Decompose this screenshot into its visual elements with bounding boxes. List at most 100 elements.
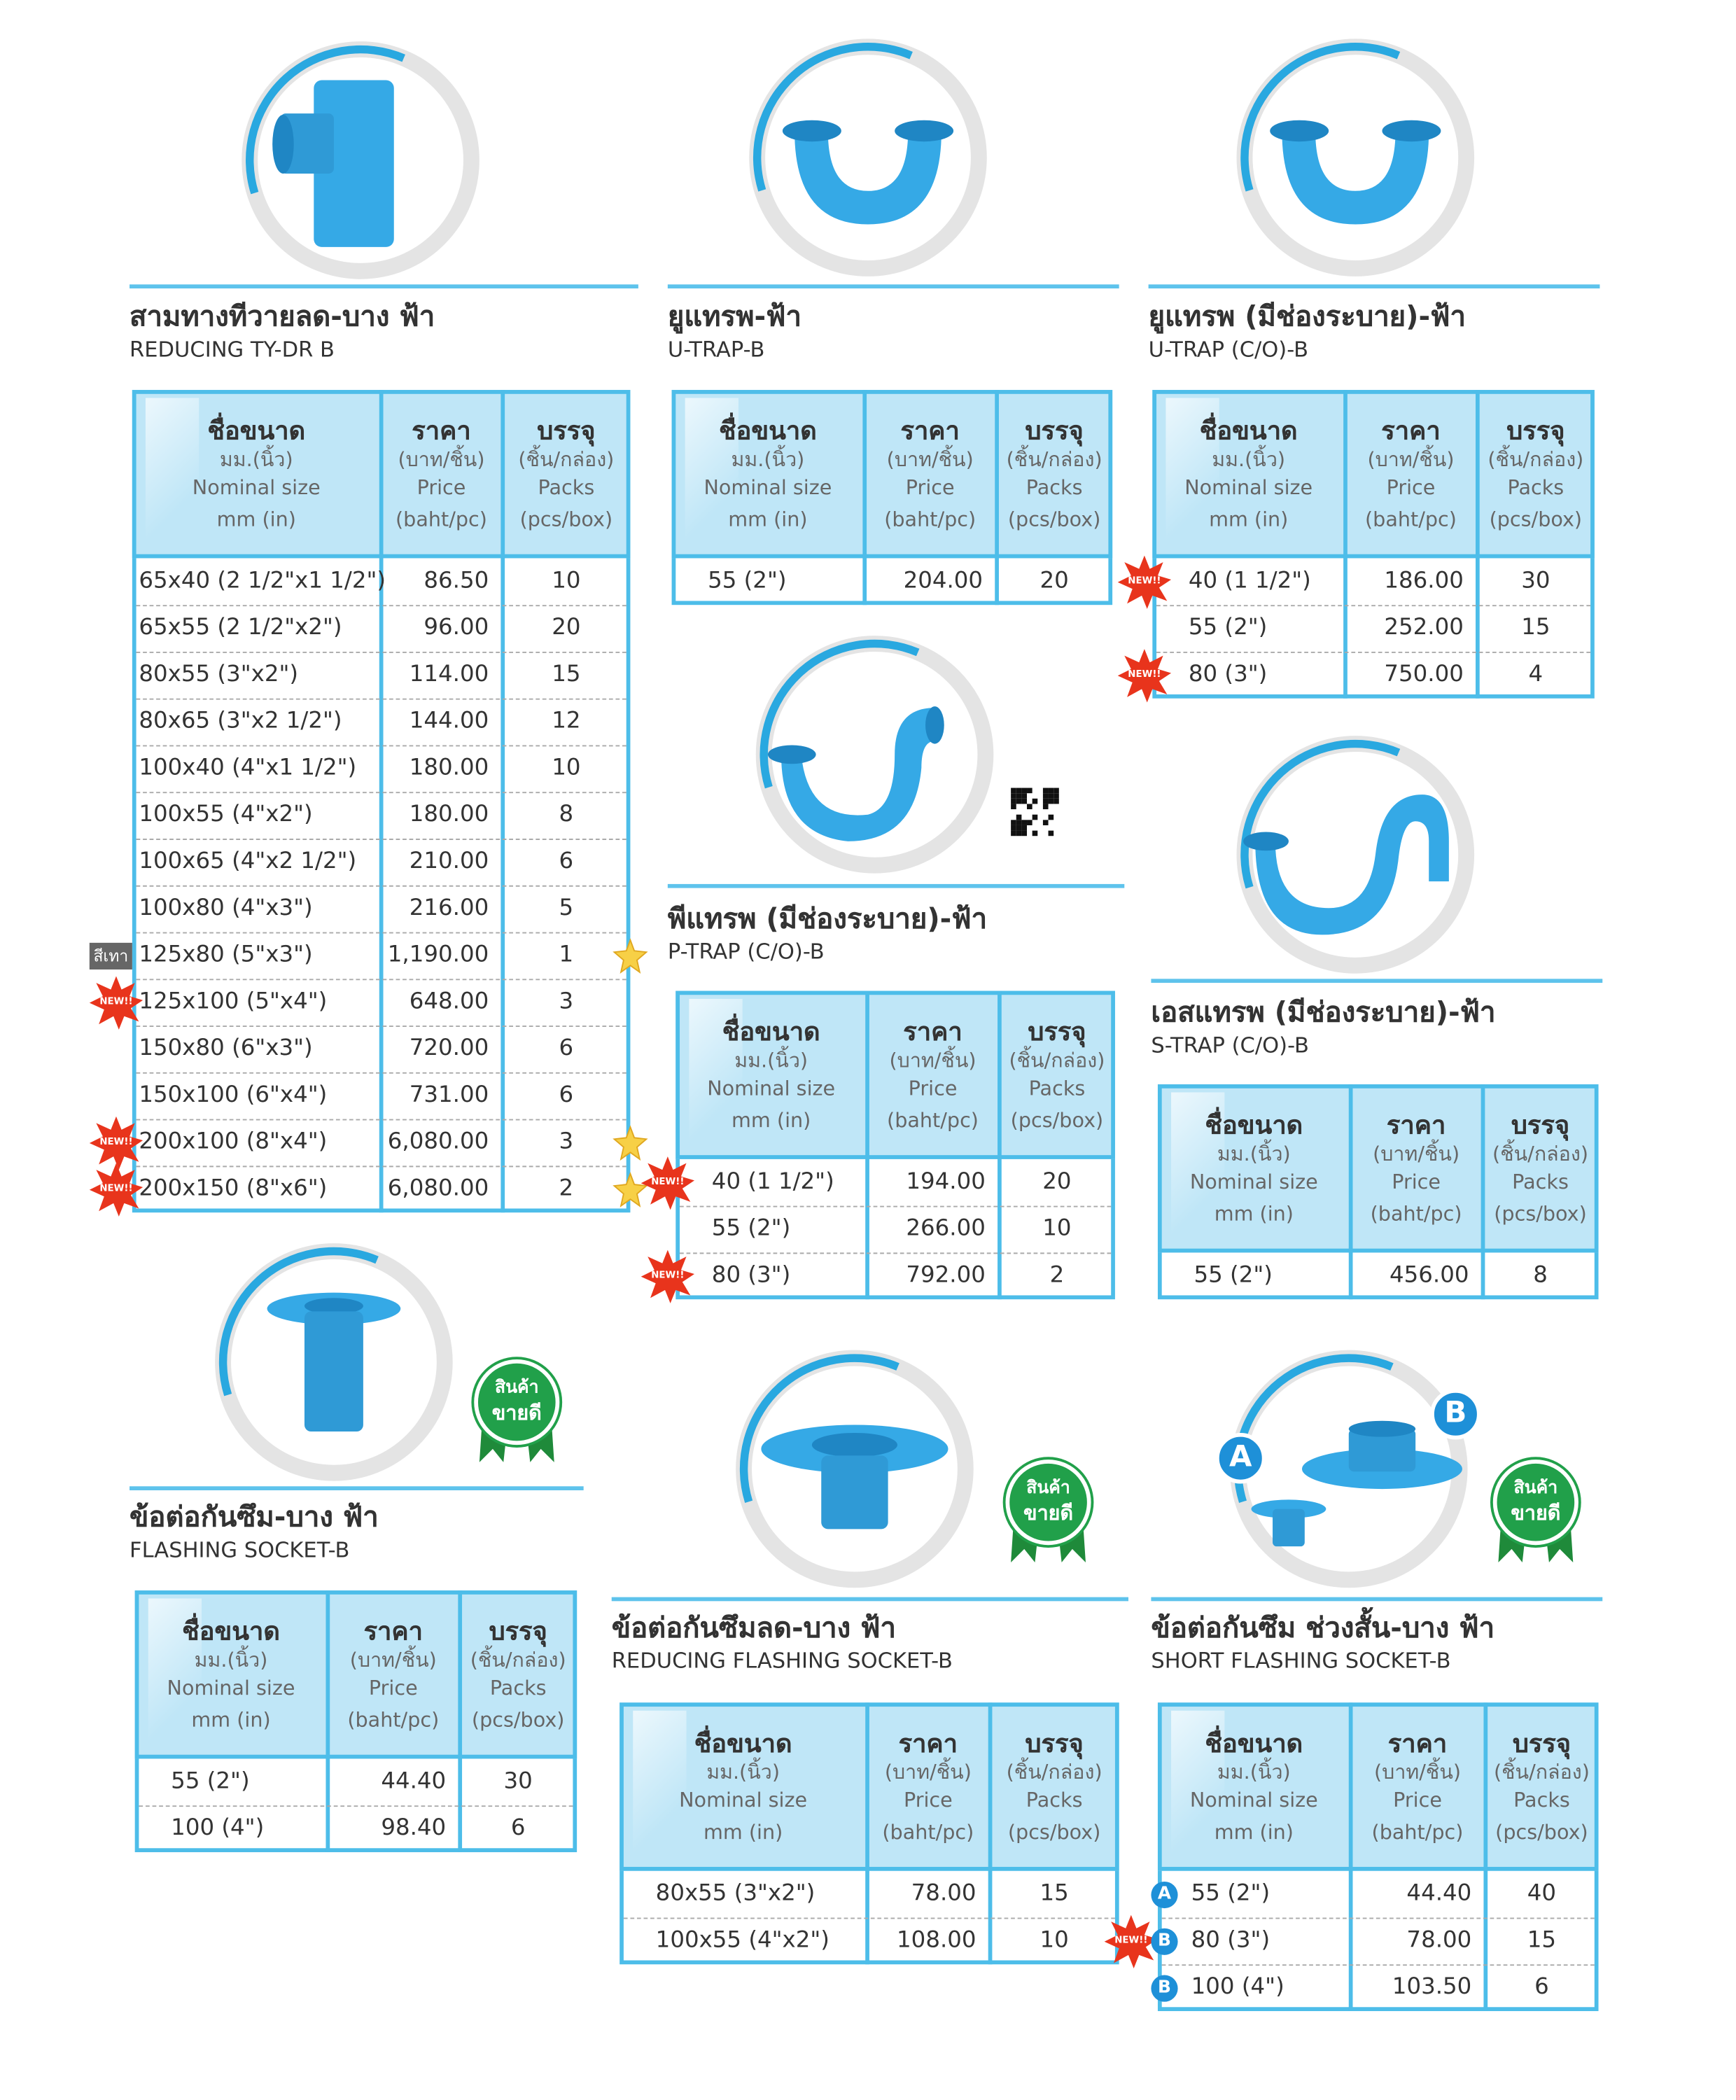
header-text: มม.(นิ้ว) — [194, 1648, 268, 1672]
header-text: บรรจุ — [1028, 1017, 1086, 1047]
pack-cell: 15 — [1521, 614, 1550, 641]
header-text: Price — [1392, 1170, 1441, 1194]
title-en: U-TRAP (C/O)-B — [1148, 336, 1309, 362]
header-text: ชื่อขนาด — [1205, 1111, 1303, 1141]
price-cell: 210.00 — [409, 848, 489, 875]
size-cell: 100x55 (4"x2") — [139, 801, 313, 828]
header-text: Packs — [1026, 475, 1083, 500]
title-divider — [667, 284, 1119, 289]
row-separator — [136, 932, 626, 934]
price-cell: 720.00 — [409, 1035, 489, 1062]
size-cell: 80x65 (3"x2 1/2") — [139, 708, 342, 735]
new-badge — [1117, 554, 1172, 608]
product-image — [1236, 38, 1475, 276]
header-text: Nominal size — [707, 1076, 836, 1100]
best-seller-badge — [1492, 1460, 1578, 1546]
header-text: ชื่อขนาด — [1199, 416, 1298, 447]
header-text: Nominal size — [704, 475, 832, 500]
pack-cell: 6 — [1534, 1973, 1549, 2001]
header-text: Price — [1393, 1788, 1442, 1812]
header-text: (baht/pc) — [347, 1707, 440, 1732]
header-text: (ชิ้น/กล่อง) — [1006, 1760, 1102, 1784]
new-badge — [640, 1156, 695, 1210]
header-text: (baht/pc) — [884, 507, 976, 532]
pack-cell: 20 — [1042, 1168, 1072, 1196]
header-text: มม.(นิ้ว) — [1217, 1760, 1291, 1784]
header-text: บรรจุ — [1025, 416, 1084, 447]
header-text: (pcs/box) — [1494, 1201, 1587, 1226]
price-cell: 103.50 — [1392, 1973, 1472, 2001]
new-badge-text: NEW!! — [1114, 1934, 1148, 1945]
header-text: mm (in) — [728, 507, 808, 532]
variant-marker: A — [1151, 1880, 1178, 1908]
new-badge-text: NEW!! — [99, 995, 133, 1007]
pack-cell: 15 — [552, 661, 581, 688]
title-th: สามทางทีวายลด-บาง ฟ้า — [130, 300, 435, 333]
header-text: (baht/pc) — [396, 507, 487, 532]
header-text: บรรจุ — [537, 416, 596, 447]
header-text: (pcs/box) — [1007, 507, 1101, 532]
new-badge-text: NEW!! — [99, 1182, 133, 1194]
header-text: (pcs/box) — [1489, 507, 1583, 532]
new-badge — [640, 1249, 695, 1303]
best-seller-badge — [474, 1359, 560, 1446]
best-seller-text: สินค้า — [1513, 1478, 1558, 1499]
pack-cell: 15 — [1040, 1880, 1069, 1907]
product-image — [1236, 736, 1475, 974]
header-text: (บาท/ชิ้น) — [398, 447, 485, 472]
new-badge-text: NEW!! — [1128, 575, 1161, 586]
header-text: Price — [416, 475, 466, 500]
price-cell: 108.00 — [897, 1926, 976, 1954]
title-th: ยูแทรพ (มีช่องระบาย)-ฟ้า — [1148, 300, 1466, 333]
price-cell: 44.40 — [1406, 1880, 1472, 1907]
new-badge — [1104, 1914, 1158, 1968]
price-cell: 216.00 — [409, 895, 489, 922]
size-cell: 80 (3") — [1188, 661, 1268, 688]
price-cell: 98.40 — [381, 1814, 447, 1842]
header-text: mm (in) — [1214, 1820, 1294, 1844]
header-text: (pcs/box) — [1010, 1108, 1104, 1133]
header-text: ราคา — [898, 1729, 958, 1759]
row-separator — [1156, 605, 1591, 607]
header-shine — [145, 398, 200, 550]
header-text: (pcs/box) — [1495, 1820, 1588, 1844]
pack-cell: 2 — [1049, 1261, 1065, 1289]
title-divider — [1148, 284, 1600, 289]
header-text: Price — [905, 475, 955, 500]
column-divider — [325, 1590, 330, 1852]
header-shine — [1166, 398, 1219, 550]
row-separator — [136, 792, 626, 794]
price-cell: 6,080.00 — [387, 1128, 489, 1156]
header-text: (ชิ้น/กล่อง) — [1006, 447, 1102, 472]
table-header — [1157, 1702, 1599, 1871]
star — [612, 1171, 648, 1207]
price-cell: 78.00 — [1406, 1926, 1472, 1954]
header-text: ชื่อขนาด — [722, 1017, 820, 1047]
product-image — [749, 38, 987, 276]
price-cell: 78.00 — [911, 1880, 976, 1907]
header-text: มม.(นิ้ว) — [1217, 1142, 1291, 1166]
price-cell: 456.00 — [1389, 1261, 1469, 1289]
header-text: ราคา — [903, 1017, 962, 1047]
header-shine — [685, 398, 738, 550]
price-cell: 6,080.00 — [387, 1175, 489, 1202]
size-cell: 80x55 (3"x2") — [655, 1880, 816, 1907]
product-image — [215, 1243, 453, 1481]
size-cell: 100x65 (4"x2 1/2") — [139, 848, 357, 875]
header-text: (บาท/ชิ้น) — [884, 1760, 972, 1784]
new-badge-text: NEW!! — [1128, 668, 1161, 680]
price-cell: 96.00 — [424, 614, 489, 641]
title-divider — [1151, 979, 1603, 983]
header-text: ชื่อขนาด — [718, 416, 817, 447]
column-divider — [864, 990, 869, 1300]
pack-cell: 40 — [1527, 1880, 1557, 1907]
pack-cell: 10 — [1040, 1926, 1069, 1954]
header-text: (pcs/box) — [471, 1707, 565, 1732]
size-cell: 55 (2") — [711, 1215, 791, 1242]
price-cell: 180.00 — [409, 754, 489, 782]
pack-cell: 6 — [510, 1814, 526, 1842]
table-header — [676, 990, 1115, 1159]
title-en: S-TRAP (C/O)-B — [1151, 1032, 1309, 1058]
row-separator — [1156, 651, 1591, 653]
